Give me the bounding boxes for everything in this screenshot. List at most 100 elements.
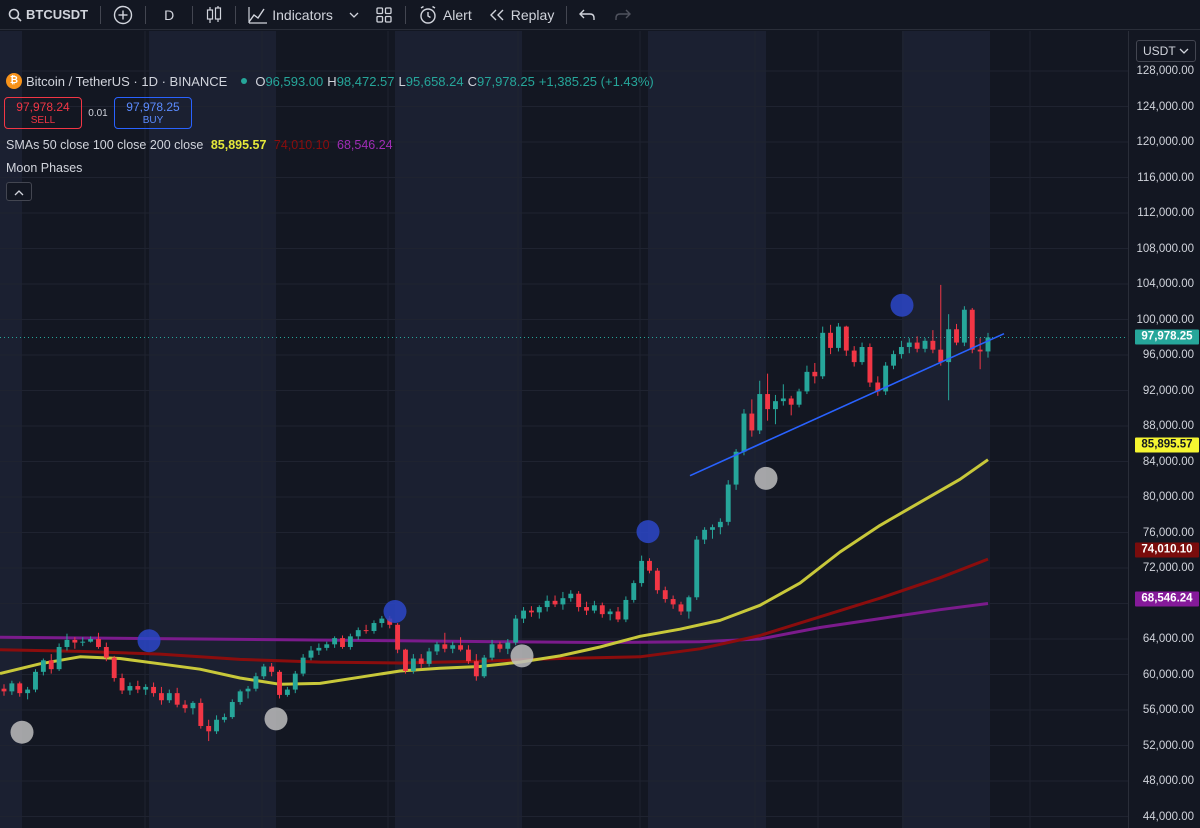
candle-body [552, 600, 558, 605]
candle [324, 641, 330, 651]
candle [765, 373, 771, 421]
chart-type-button[interactable] [197, 0, 231, 30]
candle-body [269, 666, 275, 672]
interval-button[interactable]: D [150, 0, 188, 30]
candle [371, 620, 377, 634]
candle [135, 680, 141, 694]
candle [214, 715, 219, 734]
candle-body [859, 347, 865, 363]
candle [835, 323, 841, 352]
candle-body [686, 597, 692, 612]
candle [647, 558, 652, 574]
currency-selector[interactable]: USDT [1136, 40, 1196, 62]
moon-phases-legend[interactable]: Moon Phases [6, 161, 82, 175]
candle-body [9, 683, 15, 692]
redo-button[interactable] [605, 0, 639, 30]
indicators-button[interactable]: Indicators [240, 0, 341, 30]
price-tick-label: 116,000.00 [1137, 171, 1194, 184]
chevron-up-icon [14, 183, 24, 201]
candle [796, 388, 802, 408]
candle [355, 627, 361, 640]
candle [623, 596, 629, 623]
compare-symbol-button[interactable] [105, 0, 141, 30]
candle-body [710, 527, 715, 530]
collapse-legend-button[interactable] [6, 182, 32, 201]
spread-value: 0.01 [88, 107, 108, 119]
candle-body [985, 337, 991, 352]
chart-pane[interactable]: ₿ Bitcoin / TetherUS · 1D · BINANCE O 96,… [0, 31, 1128, 828]
symbol-title[interactable]: Bitcoin / TetherUS · 1D · BINANCE [26, 73, 228, 89]
candle [985, 332, 991, 358]
candle [922, 338, 928, 353]
open-key: O [255, 73, 266, 89]
moon-phase-band [395, 31, 522, 828]
symbol-search-button[interactable]: BTCUSDT [0, 0, 96, 30]
candle [450, 641, 456, 654]
candle-body [812, 371, 818, 377]
candle-body [946, 329, 952, 363]
candle-body [898, 347, 904, 355]
candle-body [25, 689, 31, 694]
market-status-dot [241, 78, 248, 84]
candle [702, 527, 708, 545]
redo-icon [613, 8, 632, 22]
candle [536, 605, 542, 619]
candle-body [56, 646, 62, 670]
price-tick-label: 112,000.00 [1137, 207, 1194, 219]
candle [851, 346, 857, 367]
candle [308, 646, 314, 661]
candle [954, 323, 959, 346]
indicators-dropdown-button[interactable] [341, 0, 367, 30]
candle [710, 524, 715, 539]
price-axis[interactable]: 128,000.00 124,000.00 120,000.00 116,000.00… [1128, 31, 1200, 828]
sma-indicator-legend[interactable]: SMAs 50 close 100 close 200 close 85,895… [6, 138, 393, 152]
candle-body [473, 661, 479, 677]
candle [891, 350, 896, 370]
candle-body [96, 639, 101, 647]
candle-body [418, 658, 424, 664]
sma-indicator-name: SMAs 50 close 100 close 200 close [6, 138, 204, 152]
symbol-legend: ₿ Bitcoin / TetherUS · 1D · BINANCE O 96,… [6, 73, 658, 89]
toolbar-divider [404, 5, 406, 24]
candle-body [340, 638, 345, 647]
candle-body [599, 605, 605, 615]
alert-button[interactable]: Alert [410, 0, 480, 30]
buy-button[interactable]: 97,978.25 BUY [114, 97, 192, 129]
candle-body [607, 611, 613, 615]
candle-body [261, 666, 267, 677]
price-tick-label: 52,000.00 [1142, 739, 1194, 752]
candle-body [591, 605, 597, 611]
candle-body [788, 398, 794, 405]
candle [458, 637, 464, 652]
candle [25, 686, 31, 700]
candle [261, 663, 267, 679]
candle-body [442, 644, 448, 649]
candle [182, 700, 188, 713]
candle [80, 637, 86, 647]
replay-button[interactable]: Replay [480, 0, 563, 30]
candle [221, 713, 227, 723]
sma50-price-tag: 85,895.57 [1135, 437, 1199, 453]
candle-body [371, 623, 377, 632]
candle-body [198, 702, 204, 726]
candle [568, 590, 574, 602]
candle [72, 637, 78, 649]
candle-body [332, 638, 338, 645]
price-chart[interactable] [0, 31, 1128, 828]
candle [977, 338, 983, 370]
candle [111, 655, 117, 682]
candle-body [560, 598, 566, 605]
candle-body [379, 618, 385, 624]
candle-body [17, 683, 23, 694]
templates-button[interactable] [367, 0, 401, 30]
candle [410, 654, 416, 674]
undo-button[interactable] [571, 0, 605, 30]
low-key: L [398, 73, 406, 89]
candle-body [521, 610, 526, 619]
candle-body [820, 332, 826, 377]
candle [898, 340, 904, 359]
candle [426, 647, 432, 667]
symbol-label: BTCUSDT [26, 7, 89, 22]
sell-button[interactable]: 97,978.24 SELL [4, 97, 82, 129]
full-moon-icon [264, 707, 288, 731]
